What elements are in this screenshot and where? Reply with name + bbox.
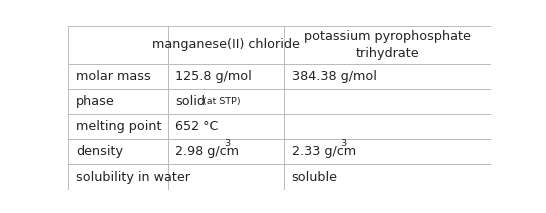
Bar bbox=[284, 26, 491, 64]
Bar bbox=[284, 64, 491, 89]
Bar bbox=[284, 89, 491, 114]
Bar bbox=[168, 64, 284, 89]
Bar bbox=[68, 114, 168, 139]
Bar bbox=[68, 139, 168, 164]
Bar bbox=[68, 26, 168, 64]
Text: 3: 3 bbox=[340, 139, 347, 148]
Text: molar mass: molar mass bbox=[76, 70, 151, 83]
Bar bbox=[68, 64, 168, 89]
Text: manganese(II) chloride: manganese(II) chloride bbox=[152, 38, 300, 51]
Text: melting point: melting point bbox=[76, 120, 162, 133]
Text: 3: 3 bbox=[224, 139, 230, 148]
Bar bbox=[68, 89, 168, 114]
Bar bbox=[284, 139, 491, 164]
Text: soluble: soluble bbox=[292, 171, 337, 184]
Text: 125.8 g/mol: 125.8 g/mol bbox=[175, 70, 252, 83]
Text: 384.38 g/mol: 384.38 g/mol bbox=[292, 70, 377, 83]
Text: solubility in water: solubility in water bbox=[76, 171, 190, 184]
Bar bbox=[168, 26, 284, 64]
Bar bbox=[284, 164, 491, 190]
Bar bbox=[168, 89, 284, 114]
Text: potassium pyrophosphate
trihydrate: potassium pyrophosphate trihydrate bbox=[304, 30, 471, 60]
Text: 652 °C: 652 °C bbox=[175, 120, 219, 133]
Bar bbox=[168, 164, 284, 190]
Bar bbox=[168, 114, 284, 139]
Bar bbox=[284, 114, 491, 139]
Text: 2.98 g/cm: 2.98 g/cm bbox=[175, 145, 239, 158]
Bar bbox=[68, 164, 168, 190]
Text: (at STP): (at STP) bbox=[203, 97, 240, 106]
Text: solid: solid bbox=[175, 95, 205, 108]
Bar bbox=[168, 139, 284, 164]
Text: density: density bbox=[76, 145, 123, 158]
Text: phase: phase bbox=[76, 95, 115, 108]
Text: 2.33 g/cm: 2.33 g/cm bbox=[292, 145, 356, 158]
